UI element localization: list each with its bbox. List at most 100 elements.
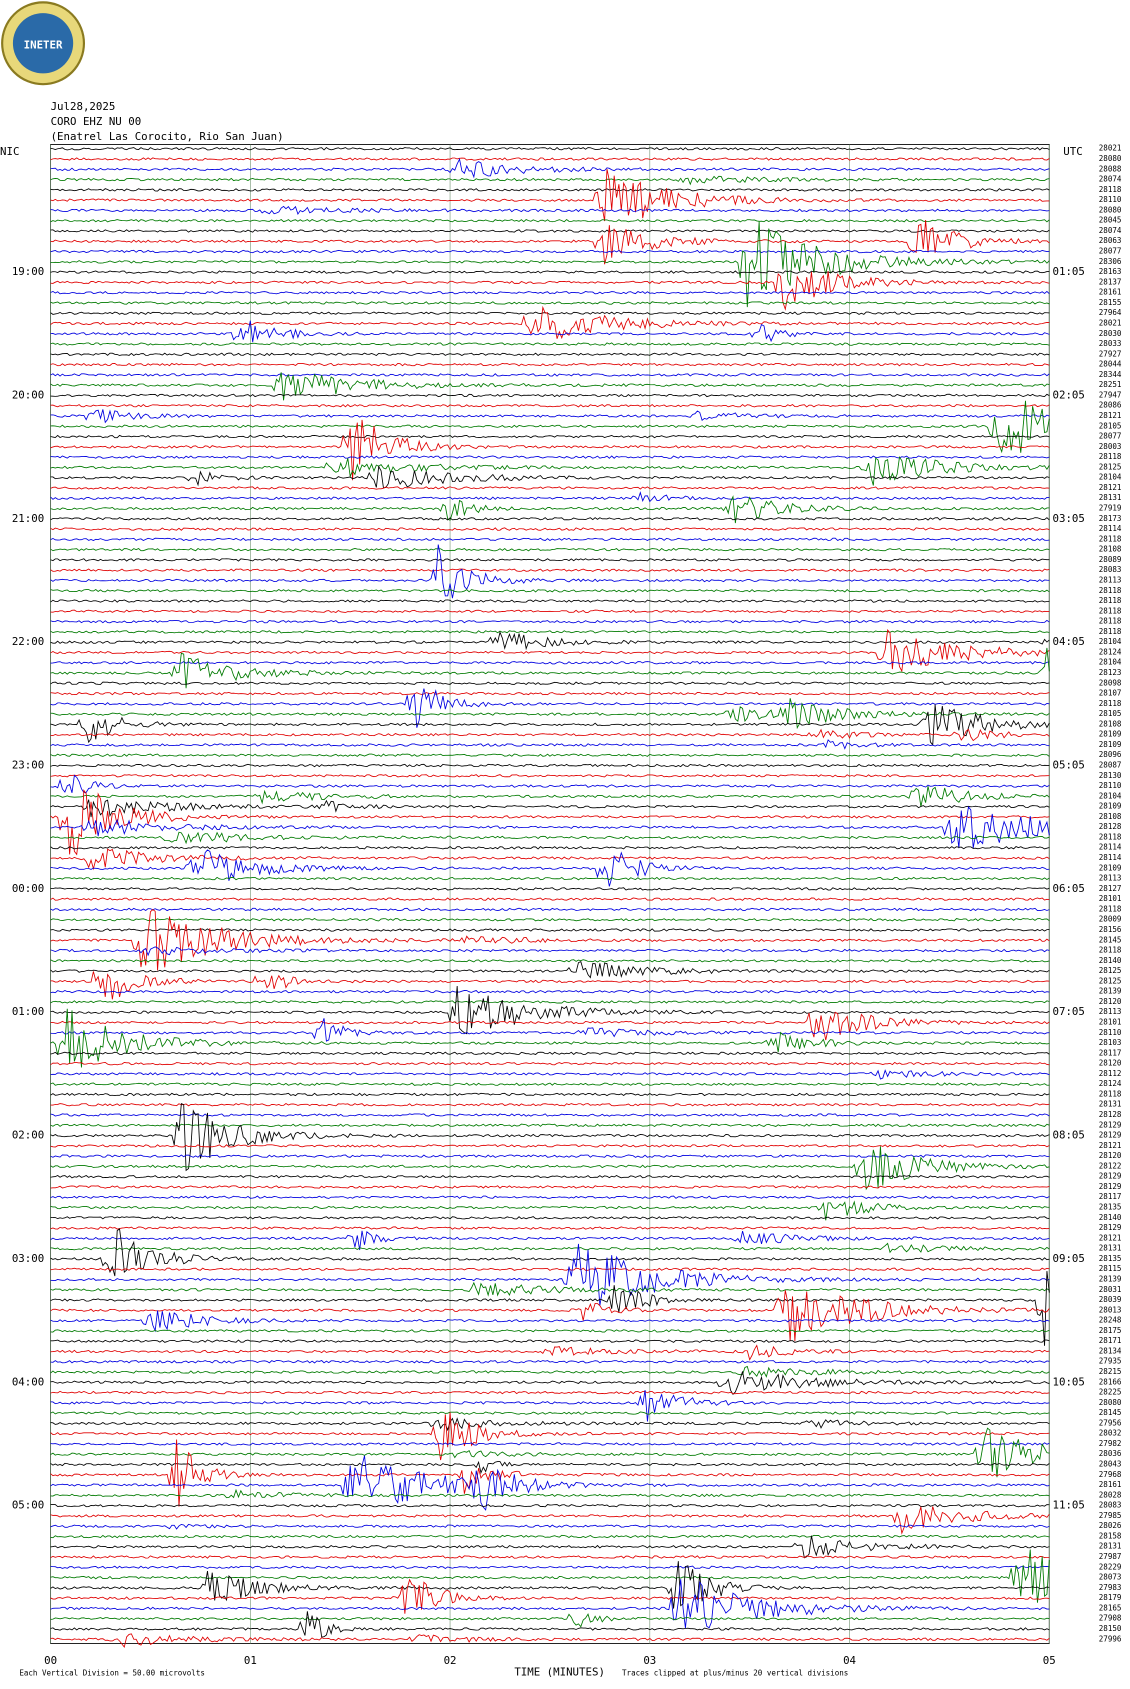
trace-count: 28083 (1099, 565, 1122, 574)
trace (50, 887, 1050, 891)
trace-count: 28080 (1099, 1398, 1122, 1407)
trace-count: 28063 (1099, 236, 1122, 245)
trace-count: 28139 (1099, 1274, 1122, 1283)
title-line: CORO EHZ NU 00 (51, 115, 142, 128)
trace-count: 28124 (1099, 1079, 1122, 1088)
trace-count: 28165 (1099, 1603, 1122, 1612)
trace-count: 28163 (1099, 267, 1122, 276)
trace-count: 28118 (1099, 617, 1122, 626)
trace-count: 28120 (1099, 997, 1122, 1006)
trace (50, 1061, 1050, 1066)
trace-count: 28129 (1099, 1172, 1122, 1181)
trace (50, 1535, 1050, 1559)
trace-count: 27964 (1099, 308, 1122, 317)
trace (50, 946, 1050, 957)
trace (50, 409, 1050, 424)
trace (50, 558, 1050, 562)
trace (50, 229, 1050, 233)
trace (50, 157, 1050, 161)
trace (50, 1412, 1050, 1461)
trace (50, 527, 1050, 531)
trace (50, 1371, 1050, 1396)
trace-count: 28039 (1099, 1295, 1122, 1304)
trace-count: 28155 (1099, 298, 1122, 307)
trace-count: 28113 (1099, 1007, 1122, 1016)
trace-count: 28077 (1099, 247, 1122, 256)
trace (50, 908, 1050, 971)
trace (50, 1113, 1050, 1117)
trace (50, 1488, 1050, 1499)
trace-count: 28118 (1099, 534, 1122, 543)
trace (50, 848, 1050, 871)
trace-count: 28098 (1099, 678, 1122, 687)
trace-count: 27968 (1099, 1470, 1122, 1479)
trace-count: 28161 (1099, 288, 1122, 297)
trace (50, 1228, 1050, 1277)
trace-count: 28026 (1099, 1521, 1122, 1530)
trace (50, 495, 1050, 524)
trace-count: 28118 (1099, 1089, 1122, 1098)
trace-count: 28173 (1099, 514, 1122, 523)
trace (50, 907, 1050, 912)
trace-count: 28131 (1099, 1244, 1122, 1253)
trace (50, 547, 1050, 552)
trace-count: 28104 (1099, 637, 1122, 646)
left-hour-label: 22:00 (12, 635, 44, 648)
trace-count: 27982 (1099, 1439, 1122, 1448)
trace (50, 403, 1050, 408)
trace-count: 28179 (1099, 1593, 1122, 1602)
trace-count: 28121 (1099, 483, 1122, 492)
trace-count: 28175 (1099, 1326, 1122, 1335)
trace-count: 28109 (1099, 802, 1122, 811)
trace (50, 1144, 1050, 1148)
logo: INETER (1, 1, 86, 86)
trace (50, 249, 1050, 254)
trace (50, 691, 1050, 696)
trace-count: 27935 (1099, 1357, 1122, 1366)
trace-count: 28118 (1099, 946, 1122, 955)
trace-count: 28118 (1099, 904, 1122, 913)
trace (50, 188, 1050, 192)
trace-count: 28101 (1099, 1017, 1122, 1026)
trace (50, 1200, 1050, 1221)
left-hour-label: 21:00 (12, 512, 44, 525)
right-hour-label: 01:05 (1053, 265, 1085, 278)
trace (50, 805, 1050, 849)
trace-count: 28086 (1099, 401, 1122, 410)
logo-globe (12, 13, 74, 74)
trace (50, 1195, 1050, 1199)
trace (50, 419, 1050, 481)
right-hour-label: 04:05 (1053, 635, 1085, 648)
x-tick-label: 01 (244, 1654, 257, 1667)
trace (50, 1310, 1050, 1333)
trace-count: 28021 (1099, 144, 1122, 153)
trace (50, 1092, 1050, 1097)
x-tick-label: 03 (643, 1654, 656, 1667)
trace-count: 28215 (1099, 1367, 1122, 1376)
trace-count: 28140 (1099, 1213, 1122, 1222)
trace-count: 28248 (1099, 1316, 1122, 1325)
trace-count: 28121 (1099, 1141, 1122, 1150)
trace (50, 301, 1050, 305)
trace-count: 28129 (1099, 1131, 1122, 1140)
trace-count: 28135 (1099, 1254, 1122, 1263)
trace-count: 28033 (1099, 339, 1122, 348)
trace (50, 928, 1050, 932)
trace (50, 1051, 1050, 1056)
trace (50, 897, 1050, 901)
trace-count: 28009 (1099, 915, 1122, 924)
trace-count: 28118 (1099, 627, 1122, 636)
trace-count: 28121 (1099, 1233, 1122, 1242)
trace (50, 311, 1050, 315)
trace (50, 342, 1050, 346)
trace (50, 1455, 1050, 1511)
trace (50, 960, 1050, 979)
trace (50, 290, 1050, 295)
trace-count: 28120 (1099, 1059, 1122, 1068)
trace (50, 647, 1050, 689)
trace-count: 28105 (1099, 421, 1122, 430)
trace-count: 28140 (1099, 956, 1122, 965)
trace (50, 270, 1050, 274)
trace (50, 1082, 1050, 1086)
trace (50, 373, 1050, 377)
